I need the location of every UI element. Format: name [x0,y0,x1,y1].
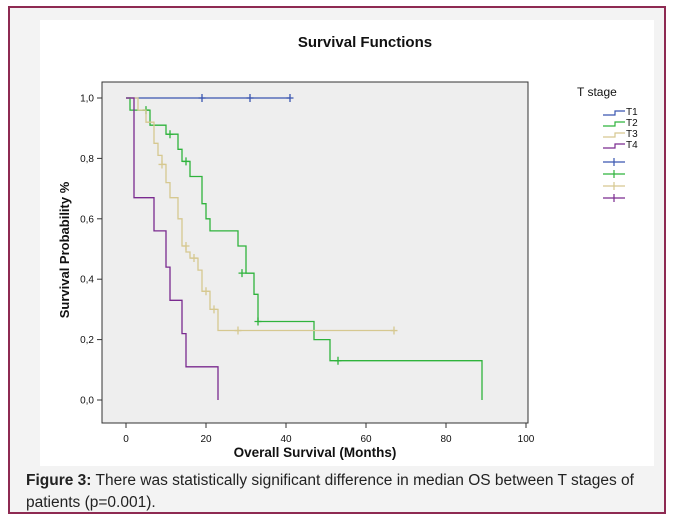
series-t1-censor-mark [198,94,206,102]
legend-t1-line-swatch [603,110,625,116]
survival-curves [126,94,483,400]
x-axis: 0 20 40 60 80 100 [123,423,535,445]
series-t3-censor-mark [190,254,198,263]
series-t2-censor-mark [254,317,262,326]
legend-title: T stage [577,85,617,99]
y-tick-label: 0,8 [80,154,94,165]
y-axis-label: Survival Probability % [57,181,72,318]
chart-area: Survival Functions 0 20 40 60 80 100 0,0 0,2 0,… [40,20,654,466]
legend-t1-label: T1 [626,107,638,118]
x-tick-label: 100 [518,434,535,445]
y-tick-label: 0,4 [80,275,94,286]
legend-t1-censor-swatch [603,158,625,166]
series-t3-censor-mark [202,287,210,296]
series-t1-censor-mark [286,94,294,102]
series-t3-censor-mark [182,241,190,250]
caption-text: There was statistically significant diff… [26,472,634,511]
series-t3-censor-mark [210,305,218,314]
series-t4-line [126,97,219,400]
legend-t2-label: T2 [626,118,638,129]
x-tick-label: 20 [200,434,212,445]
legend-t4-censor-swatch [603,194,625,202]
series-t3-censor-mark [158,160,166,169]
legend-t4-label: T4 [626,140,638,151]
y-tick-label: 0,6 [80,214,94,225]
legend-t3-label: T3 [626,129,638,140]
series-t2-line [126,97,483,400]
y-tick-label: 1,0 [80,94,94,105]
x-tick-label: 0 [123,434,129,445]
legend-t3-line-swatch [603,132,625,138]
y-axis: 0,0 0,2 0,4 0,6 0,8 1,0 [80,94,102,407]
series-t2-censor-mark [182,157,190,166]
series-t3-censor-mark [390,326,398,335]
series-t3-line [126,97,394,332]
survival-chart: Survival Functions 0 20 40 60 80 100 0,00,20,… [57,34,638,460]
series-t3-censor-mark [234,326,242,335]
x-tick-label: 80 [440,434,452,445]
legend-t2-line-swatch [603,121,625,127]
legend-t2-censor-swatch [603,170,625,178]
y-tick-label: 0,0 [80,396,94,407]
series-t2-censor-mark [166,130,174,139]
series-t2-censor-mark [238,269,246,278]
figure-caption: Figure 3: There was statistically signif… [26,470,662,514]
series-t1-censor-mark [246,94,254,102]
x-tick-label: 40 [280,434,292,445]
series-t2-censor-mark [334,356,342,365]
plot-area [101,81,529,424]
x-axis-label: Overall Survival (Months) [234,445,397,460]
chart-title: Survival Functions [298,34,432,51]
legend-t4-line-swatch [603,143,625,149]
y-tick-label: 0,2 [80,335,94,346]
legend-t3-censor-swatch [603,182,625,190]
x-tick-label: 60 [360,434,372,445]
caption-label: Figure 3: [26,472,92,489]
figure-frame: Survival Functions 0 20 40 60 80 100 0,0 0,2 0,… [8,6,666,514]
